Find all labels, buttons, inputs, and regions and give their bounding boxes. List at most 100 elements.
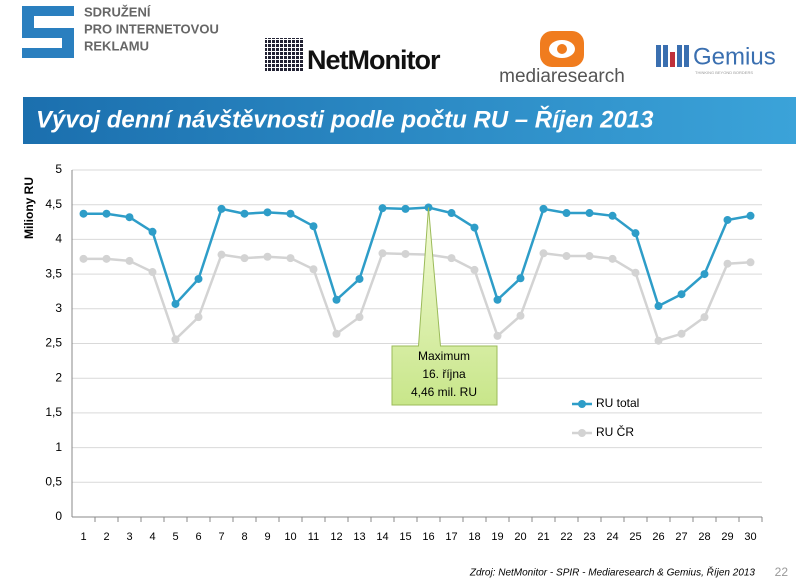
data-point — [217, 250, 226, 259]
x-tick-label: 2 — [103, 531, 109, 543]
slide-title: Vývoj denní návštěvnosti podle počtu RU … — [36, 105, 654, 133]
x-tick-label: 19 — [491, 531, 503, 543]
data-point — [102, 209, 111, 218]
data-point — [562, 252, 571, 261]
y-tick-label: 1,5 — [45, 405, 62, 419]
data-point — [355, 313, 364, 322]
data-point — [79, 254, 88, 263]
page-number: 22 — [775, 565, 789, 579]
x-tick-label: 3 — [126, 531, 132, 543]
data-point — [240, 209, 249, 218]
x-tick-label: 1 — [80, 531, 86, 543]
data-point — [585, 252, 594, 261]
x-tick-label: 13 — [353, 531, 365, 543]
x-tick-label: 4 — [149, 531, 155, 543]
data-point — [355, 274, 364, 283]
legend-marker — [578, 429, 586, 437]
data-point — [286, 254, 295, 263]
y-tick-label: 2,5 — [45, 336, 62, 350]
y-tick-label: 0 — [55, 509, 62, 523]
mediaresearch-icon — [540, 31, 584, 67]
data-point — [263, 208, 272, 217]
logo-text: PRO INTERNETOVOU — [84, 21, 219, 36]
data-point — [585, 209, 594, 218]
data-point — [102, 254, 111, 263]
data-point — [700, 270, 709, 279]
data-point — [171, 299, 180, 308]
x-tick-label: 28 — [698, 531, 710, 543]
data-point — [286, 209, 295, 218]
source-note: Zdroj: NetMonitor - SPIR - Mediaresearch… — [469, 566, 756, 579]
netmonitor-icon — [265, 38, 303, 72]
data-point — [125, 256, 134, 265]
callout-text: 16. října — [422, 367, 466, 381]
data-point — [746, 258, 755, 267]
partner-logo: NetMonitor — [307, 45, 441, 75]
legend-label: RU ČR — [596, 424, 634, 439]
legend-label: RU total — [596, 396, 639, 410]
y-tick-label: 4 — [55, 232, 62, 246]
data-point — [723, 215, 732, 224]
x-tick-label: 22 — [560, 531, 572, 543]
data-point — [516, 311, 525, 320]
data-point — [631, 229, 640, 238]
data-point — [539, 204, 548, 213]
data-point — [447, 254, 456, 263]
y-axis-label: Miliony RU — [22, 177, 36, 239]
x-tick-label: 10 — [284, 531, 296, 543]
data-point — [148, 268, 157, 277]
data-point — [677, 329, 686, 338]
data-point — [332, 329, 341, 338]
data-point — [470, 265, 479, 274]
data-point — [608, 211, 617, 220]
data-point — [378, 249, 387, 258]
y-tick-label: 3 — [55, 301, 62, 315]
data-point — [194, 313, 203, 322]
x-tick-label: 23 — [583, 531, 595, 543]
x-tick-label: 26 — [652, 531, 664, 543]
x-tick-label: 27 — [675, 531, 687, 543]
x-tick-label: 11 — [308, 531, 319, 543]
callout-text: Maximum — [418, 349, 470, 363]
data-point — [677, 290, 686, 299]
x-tick-label: 6 — [195, 531, 201, 543]
data-point — [217, 204, 226, 213]
data-point — [240, 254, 249, 263]
x-tick-label: 30 — [744, 531, 756, 543]
spir-logo — [22, 6, 74, 58]
x-tick-label: 17 — [445, 531, 457, 543]
x-tick-label: 7 — [218, 531, 224, 543]
title-banner — [23, 97, 796, 144]
x-tick-label: 5 — [172, 531, 178, 543]
callout-box — [391, 207, 498, 406]
y-tick-label: 1 — [55, 440, 62, 454]
data-point — [746, 211, 755, 220]
data-point — [539, 249, 548, 258]
data-point — [654, 302, 663, 311]
x-tick-label: 21 — [537, 531, 549, 543]
y-tick-label: 3,5 — [45, 266, 62, 280]
x-tick-label: 24 — [606, 531, 618, 543]
y-tick-label: 2 — [55, 370, 62, 384]
series-line — [83, 251, 751, 343]
data-point — [700, 313, 709, 322]
partner-logo: Gemius — [693, 43, 776, 70]
x-tick-label: 8 — [241, 531, 247, 543]
logo-text: REKLAMU — [84, 38, 149, 53]
data-point — [723, 259, 732, 268]
gemius-icon — [656, 45, 689, 67]
x-tick-label: 12 — [330, 531, 342, 543]
data-point — [148, 227, 157, 236]
x-tick-label: 29 — [721, 531, 733, 543]
data-point — [194, 274, 203, 283]
logo-text: SDRUŽENÍ — [84, 4, 151, 19]
data-point — [263, 252, 272, 261]
data-point — [125, 213, 134, 222]
legend-marker — [578, 400, 586, 408]
data-point — [378, 204, 387, 213]
data-point — [654, 336, 663, 345]
y-tick-label: 5 — [55, 162, 62, 176]
data-point — [79, 209, 88, 218]
